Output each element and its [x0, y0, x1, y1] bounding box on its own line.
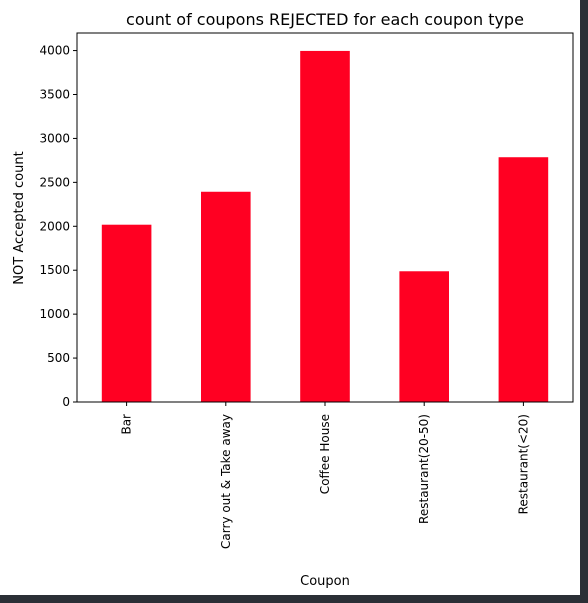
bar-1: [201, 191, 251, 402]
y-tick-label-8: 4000: [39, 44, 70, 58]
plot-frame: [76, 32, 574, 403]
x-tick-label-1: Carry out & Take away: [219, 414, 233, 549]
bar-chart: count of coupons REJECTED for each coupo…: [12, 10, 574, 589]
x-tick-label-4: Restaurant(<20): [516, 414, 530, 514]
bar-0: [101, 224, 152, 402]
bar-2: [300, 50, 350, 403]
bar-3: [399, 271, 449, 402]
x-tick-label-3: Restaurant(20-50): [417, 414, 431, 524]
x-tick-label-2: Coffee House: [318, 414, 332, 494]
x-tick-label-0: Bar: [120, 414, 134, 435]
bar-4: [498, 157, 549, 402]
y-tick-label-1: 500: [47, 351, 70, 365]
y-axis-ticks: 0 500 1000 1500 2000 2500 3000 3500 4000: [39, 44, 77, 409]
y-tick-label-0: 0: [62, 395, 70, 409]
x-axis-title: Coupon: [300, 574, 350, 589]
y-tick-label-4: 2000: [39, 219, 70, 233]
y-tick-label-5: 2500: [39, 175, 70, 189]
x-axis-ticks: Bar Carry out & Take away Coffee House Rest…: [120, 402, 530, 549]
y-tick-label-7: 3500: [39, 88, 70, 102]
y-tick-label-2: 1000: [39, 307, 70, 321]
y-tick-label-3: 1500: [39, 263, 70, 277]
y-axis-title: NOT Accepted count: [12, 151, 27, 284]
chart-title: count of coupons REJECTED for each coupo…: [126, 10, 524, 29]
chart-figure: count of coupons REJECTED for each coupo…: [0, 0, 580, 595]
bars-group: [101, 50, 549, 403]
y-tick-label-6: 3000: [39, 131, 70, 145]
